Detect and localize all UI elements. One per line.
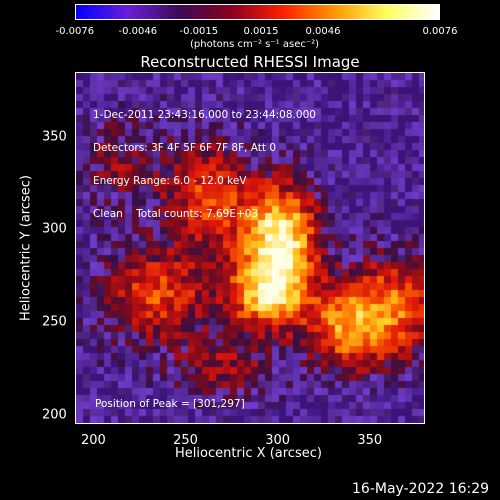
x-tick-label: 200 [80,433,106,448]
x-tick-label: 250 [173,433,198,448]
timestamp: 16-May-2022 16:29 [352,481,490,497]
colorbar-tick: 0.0015 [243,26,279,37]
heatmap-plot [75,72,425,424]
y-tick-label: 200 [42,407,67,423]
x-axis-label: Heliocentric X (arcsec) [175,446,322,461]
info-line-energy: Energy Range: 6.0 - 12.0 keV [93,175,247,187]
y-tick-label: 300 [42,221,67,237]
plot-title: Reconstructed RHESSI Image [140,53,360,71]
info-line-detectors: Detectors: 3F 4F 5F 6F 7F 8F, Att 0 [93,142,277,154]
y-axis-label: Heliocentric Y (arcsec) [18,175,34,321]
x-tick-label: 350 [357,433,383,448]
y-tick-label: 250 [42,314,67,330]
y-tick-label: 350 [42,129,67,145]
info-line-counts: Clean Total counts: 7.69E+03 [93,208,259,220]
heatmap-image [76,73,424,423]
colorbar-tick: 0.0046 [305,26,341,37]
colorbar-tick: -0.0076 [55,26,95,37]
peak-position-label: Position of Peak = [301,297] [95,398,245,410]
colorbar-tick: 0.0076 [422,26,458,37]
colorbar-tick: -0.0046 [118,26,158,37]
colorbar [75,4,440,20]
x-tick-label: 300 [265,433,291,448]
colorbar-unit-label: (photons cm⁻² s⁻¹ asec⁻²) [190,39,320,50]
observation-info: 1-Dec-2011 23:43:16.000 to 23:44:08.000 … [93,88,316,231]
colorbar-tick: -0.0015 [179,26,219,37]
info-line-time: 1-Dec-2011 23:43:16.000 to 23:44:08.000 [93,109,316,121]
